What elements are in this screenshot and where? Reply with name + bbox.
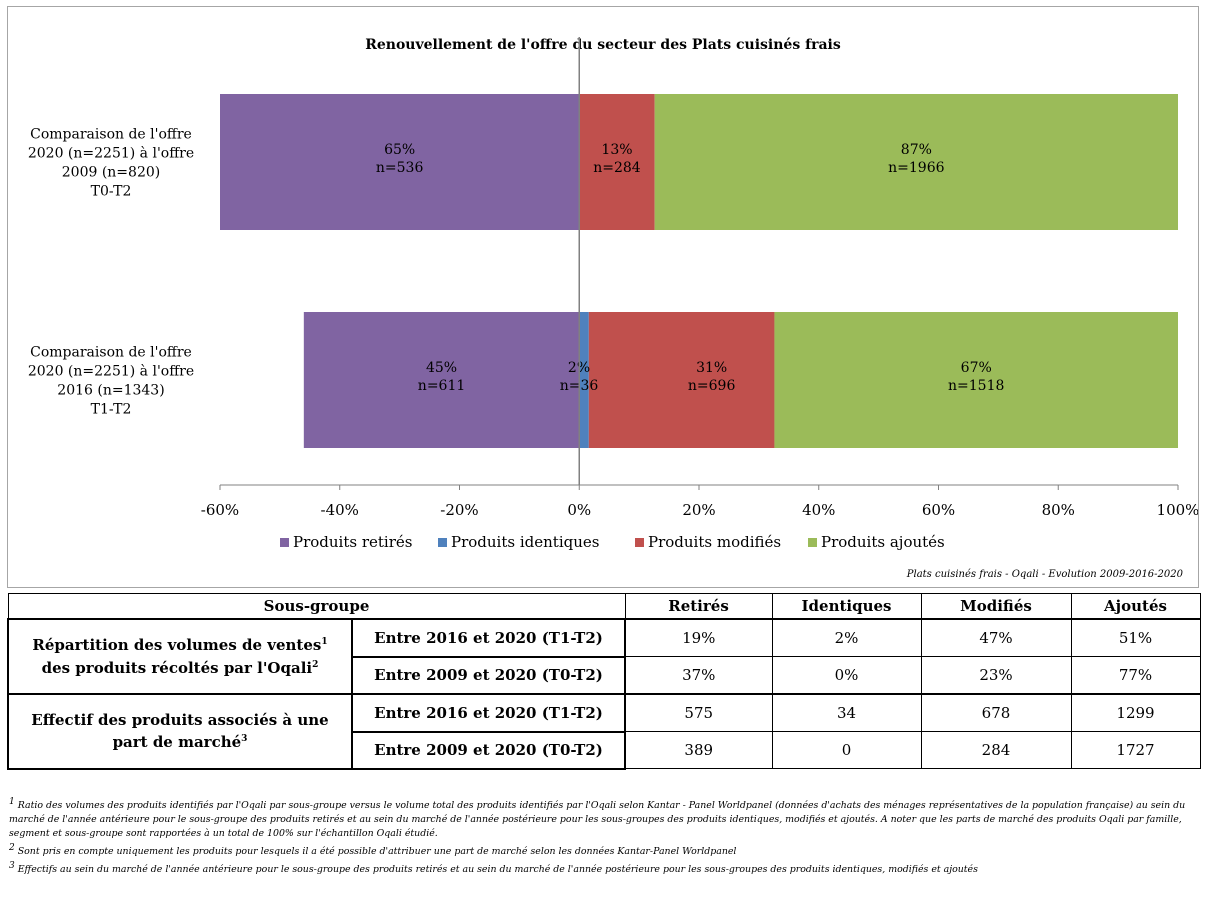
x-tick-label: -20% [440, 501, 478, 519]
value-cell: 51% [1070, 618, 1201, 657]
value-cell: 77% [1070, 656, 1201, 695]
bar-produits-ajoutés [774, 312, 1178, 448]
value-cell: 2% [771, 618, 922, 657]
period-cell: Entre 2009 et 2020 (T0-T2) [351, 730, 626, 770]
group-label-line: des produits récoltés par l'Oqali [41, 658, 313, 677]
table-row: Entre 2009 et 2020 (T0-T2) 389 0 284 172… [8, 730, 1201, 770]
x-tick-label: -60% [201, 501, 239, 519]
legend-swatch [438, 538, 447, 547]
data-label-count: n=1966 [888, 160, 944, 176]
legend-swatch [635, 538, 644, 547]
data-label: 31% [696, 360, 727, 376]
bar-produits-retirés [220, 94, 580, 230]
x-tick-label: 100% [1157, 501, 1198, 519]
legend-swatch [280, 538, 289, 547]
footnote-ref: 2 [312, 659, 319, 670]
bar-produits-ajoutés [654, 94, 1178, 230]
footnote-ref: 1 [321, 637, 328, 647]
group-label-line: part de marché [112, 733, 242, 752]
period-cell: Entre 2009 et 2020 (T0-T2) [351, 655, 626, 695]
footnote: 3 Effectifs au sein du marché de l'année… [9, 861, 978, 876]
data-label-count: n=1518 [948, 378, 1004, 394]
value-cell: 0 [771, 731, 922, 769]
data-label: 45% [426, 360, 457, 376]
data-label-count: n=536 [376, 160, 424, 176]
group-label-line: Répartition des volumes de ventes [32, 636, 322, 654]
x-tick-label: -40% [321, 501, 359, 519]
data-label: 67% [961, 360, 992, 376]
value-cell: 284 [920, 731, 1072, 769]
table-header-row: Sous-groupe Retirés Identiques Modifiés … [7, 593, 1201, 620]
group-label-effectif: Effectif des produits associés à une par… [7, 693, 353, 770]
footnote: 1 Ratio des volumes des produits identif… [9, 797, 1186, 840]
legend-entry: Produits modifiés [648, 533, 781, 551]
bar-produits-modifiés [579, 94, 655, 230]
value-cell: 47% [920, 618, 1072, 657]
x-tick-label: 80% [1042, 501, 1075, 519]
category-label: Comparaison de l'offre [30, 127, 192, 143]
category-label: 2009 (n=820) [62, 165, 160, 181]
category-label: Comparaison de l'offre [30, 345, 192, 361]
value-cell: 37% [624, 656, 773, 695]
legend-swatch [808, 538, 817, 547]
header-identiques: Identiques [771, 593, 922, 620]
data-label-count: n=611 [418, 378, 465, 394]
bar-produits-retirés [303, 312, 580, 448]
value-cell: 34 [771, 693, 922, 732]
footnote: 2 Sont pris en compte uniquement les pro… [9, 843, 737, 858]
legend-entry: Produits identiques [451, 533, 599, 551]
bar-produits-identiques [579, 312, 589, 448]
header-sous-groupe: Sous-groupe [7, 593, 626, 620]
x-tick-label: 60% [922, 501, 955, 519]
category-label: 2016 (n=1343) [57, 383, 164, 399]
category-label: T1-T2 [91, 402, 132, 418]
legend-entry: Produits ajoutés [821, 533, 945, 551]
table-row: Entre 2009 et 2020 (T0-T2) 37% 0% 23% 77… [8, 655, 1201, 695]
value-cell: 389 [624, 731, 773, 769]
header-retires: Retirés [624, 593, 773, 620]
data-label-count: n=696 [688, 378, 736, 394]
chart-frame: Renouvellement de l'offre du secteur des… [7, 6, 1199, 588]
category-label: 2020 (n=2251) à l'offre [28, 363, 194, 380]
value-cell: 678 [920, 693, 1072, 732]
legend-entry: Produits retirés [293, 533, 412, 551]
data-label: 65% [384, 142, 415, 158]
group-label-volumes: Répartition des volumes de ventes1 des p… [7, 618, 353, 695]
x-tick-label: 0% [567, 501, 591, 519]
bar-produits-modifiés [588, 312, 775, 448]
header-modifies: Modifiés [920, 593, 1072, 620]
value-cell: 1299 [1070, 693, 1201, 732]
header-ajoutes: Ajoutés [1070, 593, 1201, 620]
stacked-bar-chart: Renouvellement de l'offre du secteur des… [28, 37, 1198, 580]
group-label-line: Effectif des produits associés à une [31, 710, 329, 729]
value-cell: 23% [920, 656, 1072, 695]
x-tick-label: 40% [802, 501, 835, 519]
source-note: Plats cuisinés frais - Oqali - Evolution… [906, 569, 1184, 580]
value-cell: 1727 [1070, 731, 1201, 769]
footnotes: 1 Ratio des volumes des produits identif… [9, 795, 1199, 877]
data-label: 13% [601, 142, 632, 158]
data-label-count: n=284 [593, 160, 641, 176]
period-cell: Entre 2016 et 2020 (T1-T2) [351, 618, 626, 658]
table-row: Effectif des produits associés à une par… [7, 693, 1201, 770]
footnote-ref: 3 [241, 734, 248, 745]
x-tick-label: 20% [682, 501, 715, 519]
value-cell: 575 [624, 693, 773, 732]
data-table: Sous-groupe Retirés Identiques Modifiés … [7, 593, 1201, 770]
category-label: 2020 (n=2251) à l'offre [28, 145, 194, 162]
chart-title: Renouvellement de l'offre du secteur des… [365, 37, 841, 53]
data-label: 87% [901, 142, 932, 158]
table-row: Répartition des volumes de ventes1 des p… [7, 618, 1201, 695]
category-label: T0-T2 [91, 184, 132, 200]
period-cell: Entre 2016 et 2020 (T1-T2) [351, 693, 626, 733]
value-cell: 0% [771, 656, 922, 695]
value-cell: 19% [624, 618, 773, 657]
